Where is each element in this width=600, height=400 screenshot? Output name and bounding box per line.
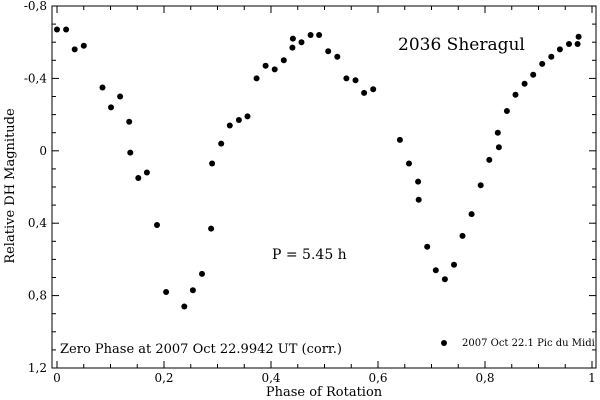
chart-title: 2036 Sheragul	[398, 35, 525, 55]
data-point	[154, 222, 160, 228]
data-point	[495, 144, 502, 151]
x-axis-ticks: 0 0,2 0,4 0,6 0,8 1	[53, 6, 596, 385]
data-point	[127, 149, 134, 156]
data-points	[54, 26, 582, 310]
data-point	[494, 129, 501, 136]
data-point	[271, 66, 278, 73]
data-point	[163, 289, 170, 295]
data-point	[370, 86, 377, 93]
data-point	[80, 42, 87, 49]
legend-label: 2007 Oct 22.1 Pic du Midi	[462, 338, 595, 349]
data-point	[459, 232, 466, 239]
data-point	[432, 267, 439, 274]
y-tick-label: -0,4	[24, 71, 48, 85]
y-tick-label: -0,8	[24, 0, 47, 13]
data-point	[189, 287, 196, 294]
data-point	[226, 122, 233, 129]
data-point	[352, 77, 359, 84]
plot-frame	[51, 5, 597, 369]
x-tick-label: 0,6	[368, 371, 387, 385]
data-point	[343, 75, 350, 82]
data-point	[126, 118, 133, 125]
data-point	[486, 156, 493, 163]
data-point	[548, 53, 555, 60]
data-point	[415, 178, 422, 185]
data-point	[108, 104, 114, 111]
y-tick-label: 0,4	[28, 216, 47, 230]
period-annotation: P = 5.45 h	[272, 247, 347, 263]
data-point	[441, 276, 448, 283]
data-point	[424, 243, 431, 250]
data-point	[451, 261, 457, 268]
data-point	[334, 53, 341, 60]
data-point	[218, 140, 225, 147]
x-tick-label: 0,4	[261, 371, 280, 385]
legend-marker	[441, 340, 447, 346]
y-tick-label: 0,8	[28, 289, 47, 303]
data-point	[521, 80, 528, 87]
data-point	[209, 160, 216, 167]
x-tick-label: 0,8	[475, 371, 494, 385]
y-axis-title: Relative DH Magnitude	[3, 108, 18, 264]
data-point	[539, 60, 546, 67]
data-point	[361, 89, 368, 96]
data-point	[316, 32, 323, 38]
data-point	[244, 113, 251, 120]
data-point	[135, 175, 142, 181]
y-tick-label: 1,2	[28, 361, 47, 375]
data-point	[143, 169, 150, 176]
data-point	[71, 46, 78, 53]
data-point	[468, 211, 475, 218]
data-point	[117, 93, 124, 100]
zero-phase-annotation: Zero Phase at 2007 Oct 22.9942 UT (corr.…	[60, 342, 342, 357]
data-point	[235, 117, 242, 123]
data-point	[406, 160, 412, 167]
data-point	[199, 270, 205, 277]
data-point	[253, 75, 260, 82]
data-point	[99, 84, 106, 91]
x-tick-label: 1	[588, 371, 596, 385]
data-point	[280, 57, 287, 64]
data-point	[262, 62, 269, 69]
data-point	[575, 33, 582, 40]
x-tick-label: 0	[53, 371, 61, 385]
data-point	[530, 71, 537, 78]
x-axis-title: Phase of Rotation	[266, 385, 383, 400]
data-point	[289, 35, 296, 42]
data-point	[54, 26, 60, 33]
data-point	[325, 48, 332, 55]
data-point	[208, 225, 215, 232]
x-tick-label: 0,2	[154, 371, 173, 385]
y-axis-ticks: -0,8 -0,4 0 0,4 0,8 1,2	[24, 0, 596, 375]
data-point	[556, 46, 563, 53]
data-point	[503, 108, 510, 114]
data-point	[415, 196, 422, 203]
data-point	[289, 44, 296, 51]
data-point	[181, 303, 188, 310]
data-point	[63, 26, 70, 33]
data-point	[566, 41, 572, 47]
data-point	[298, 39, 305, 46]
data-point	[396, 136, 403, 143]
data-point	[574, 41, 581, 47]
data-point	[307, 32, 314, 38]
y-tick-label: 0	[39, 144, 47, 158]
data-point	[477, 182, 484, 189]
data-point	[512, 91, 519, 98]
